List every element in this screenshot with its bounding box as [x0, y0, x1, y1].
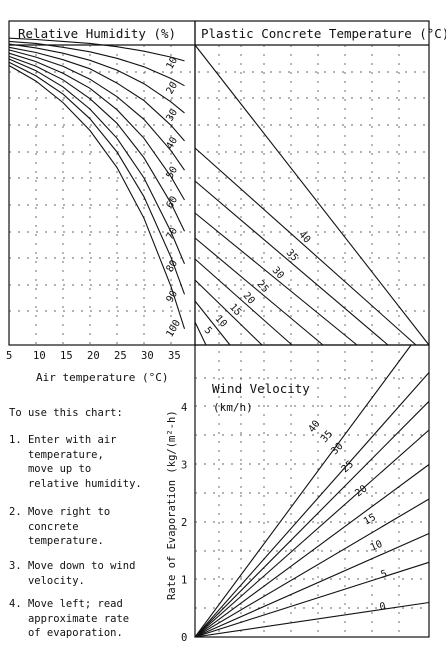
instruction-step-3: 3. Move down to wind velocity. — [9, 559, 135, 588]
y-tick-3: 3 — [181, 460, 187, 472]
step-1-line: move up to — [9, 463, 92, 475]
step-3-line: velocity. — [9, 574, 85, 587]
wind-label-35: 35 — [319, 429, 335, 445]
concrete-panel-frame — [194, 20, 430, 346]
wind-line-40 — [194, 344, 412, 638]
wind-line-5 — [194, 561, 430, 638]
x-tick-35: 35 — [168, 350, 181, 362]
humidity-curve-100 — [8, 65, 186, 329]
humidity-label-80: 80 — [165, 258, 181, 274]
y-axis-label: Rate of Evaporation (kg/(m²-h) — [166, 410, 178, 600]
step-4-line: approximate rate — [9, 612, 130, 625]
humidity-curve-80 — [8, 58, 186, 265]
humidity-label-40: 40 — [165, 135, 181, 151]
humidity-label-10: 10 — [165, 55, 181, 71]
step-1-line: 1. Enter with air — [9, 434, 117, 446]
concrete-line-5 — [194, 321, 207, 346]
wind-label-5: 5 — [380, 569, 389, 581]
concrete-line-25 — [194, 237, 324, 346]
concrete-line-boundary — [194, 44, 430, 346]
step-3-line: 3. Move down to wind — [9, 560, 136, 572]
humidity-label-50: 50 — [165, 165, 181, 181]
step-1-line: temperature, — [9, 448, 104, 461]
humidity-label-20: 20 — [165, 80, 181, 96]
y-tick-2: 2 — [181, 517, 187, 529]
x-tick-25: 25 — [114, 350, 127, 362]
concrete-label-30: 30 — [270, 265, 286, 281]
x-tick-5: 5 — [6, 350, 12, 362]
step-2-line: 2. Move right to — [9, 506, 111, 518]
humidity-label-30: 30 — [165, 107, 181, 123]
concrete-lines — [194, 44, 430, 346]
x-tick-15: 15 — [60, 350, 73, 362]
instructions-heading: To use this chart: — [9, 407, 123, 419]
instruction-step-4: 4. Move left; read approximate rate of e… — [9, 597, 129, 641]
humidity-curve-10 — [8, 37, 185, 62]
x-tick-30: 30 — [141, 350, 154, 362]
humidity-title: Relative Humidity (%) — [18, 26, 176, 41]
wind-line-20 — [194, 464, 430, 638]
concrete-line-30 — [194, 212, 358, 346]
concrete-label-35: 35 — [284, 247, 300, 263]
instruction-step-1: 1. Enter with air temperature, move up t… — [9, 433, 142, 491]
step-2-line: temperature. — [9, 535, 104, 547]
humidity-curve-70 — [8, 55, 185, 232]
concrete-label-5: 5 — [202, 325, 214, 337]
concrete-line-15 — [194, 279, 263, 346]
wind-line-35 — [194, 372, 430, 638]
concrete-label-10: 10 — [213, 313, 229, 329]
y-tick-labels: 0 1 2 3 4 — [181, 402, 187, 644]
wind-subtitle: (km/h) — [213, 401, 253, 414]
wind-label-30: 30 — [329, 441, 345, 457]
step-4-line: 4. Move left; read — [9, 598, 123, 610]
step-2-line: concrete — [9, 520, 79, 533]
humidity-curve-60 — [8, 52, 185, 201]
x-tick-labels: 5 10 15 20 25 30 35 — [6, 350, 181, 362]
wind-label-40: 40 — [307, 419, 323, 435]
x-tick-20: 20 — [87, 350, 100, 362]
humidity-label-60: 60 — [165, 195, 181, 211]
step-1-line: relative humidity. — [9, 477, 142, 490]
step-4-line: of evaporation. — [9, 627, 123, 639]
wind-label-10: 10 — [369, 539, 384, 554]
y-tick-0: 0 — [181, 632, 187, 644]
humidity-label-100: 100 — [165, 318, 184, 339]
humidity-label-70: 70 — [165, 226, 181, 242]
wind-title: Wind Velocity — [212, 381, 310, 396]
wind-line-30 — [194, 400, 430, 638]
wind-line-10 — [194, 532, 430, 638]
x-axis-label: Air temperature (°C) — [36, 371, 168, 384]
wind-panel-frame — [194, 344, 430, 638]
wind-line-25 — [194, 429, 430, 638]
wind-label-0: 0 — [379, 601, 387, 613]
humidity-curve-50 — [8, 49, 185, 171]
humidity-curve-30 — [8, 43, 185, 114]
humidity-label-90: 90 — [165, 289, 181, 305]
humidity-curve-90 — [8, 61, 186, 295]
humidity-curves — [8, 37, 186, 329]
concrete-label-25: 25 — [254, 279, 270, 295]
concrete-line-20 — [194, 258, 293, 346]
wind-label-20: 20 — [353, 483, 369, 499]
humidity-curve-20 — [8, 40, 185, 87]
concrete-line-35 — [194, 180, 389, 346]
wind-lines — [194, 344, 430, 638]
x-tick-10: 10 — [33, 350, 46, 362]
wind-line-0 — [194, 601, 430, 638]
humidity-curve-40 — [8, 46, 185, 142]
wind-label-25: 25 — [340, 459, 356, 475]
concrete-line-10 — [194, 300, 231, 346]
y-tick-1: 1 — [181, 575, 187, 587]
concrete-title: Plastic Concrete Temperature (°C) — [201, 26, 446, 41]
wind-label-15: 15 — [362, 512, 378, 528]
concrete-label-20: 20 — [240, 290, 256, 306]
y-tick-4: 4 — [181, 402, 187, 414]
wind-line-15 — [194, 498, 430, 638]
instruction-step-2: 2. Move right to concrete temperature. — [9, 505, 110, 549]
concrete-line-40 — [194, 147, 417, 346]
